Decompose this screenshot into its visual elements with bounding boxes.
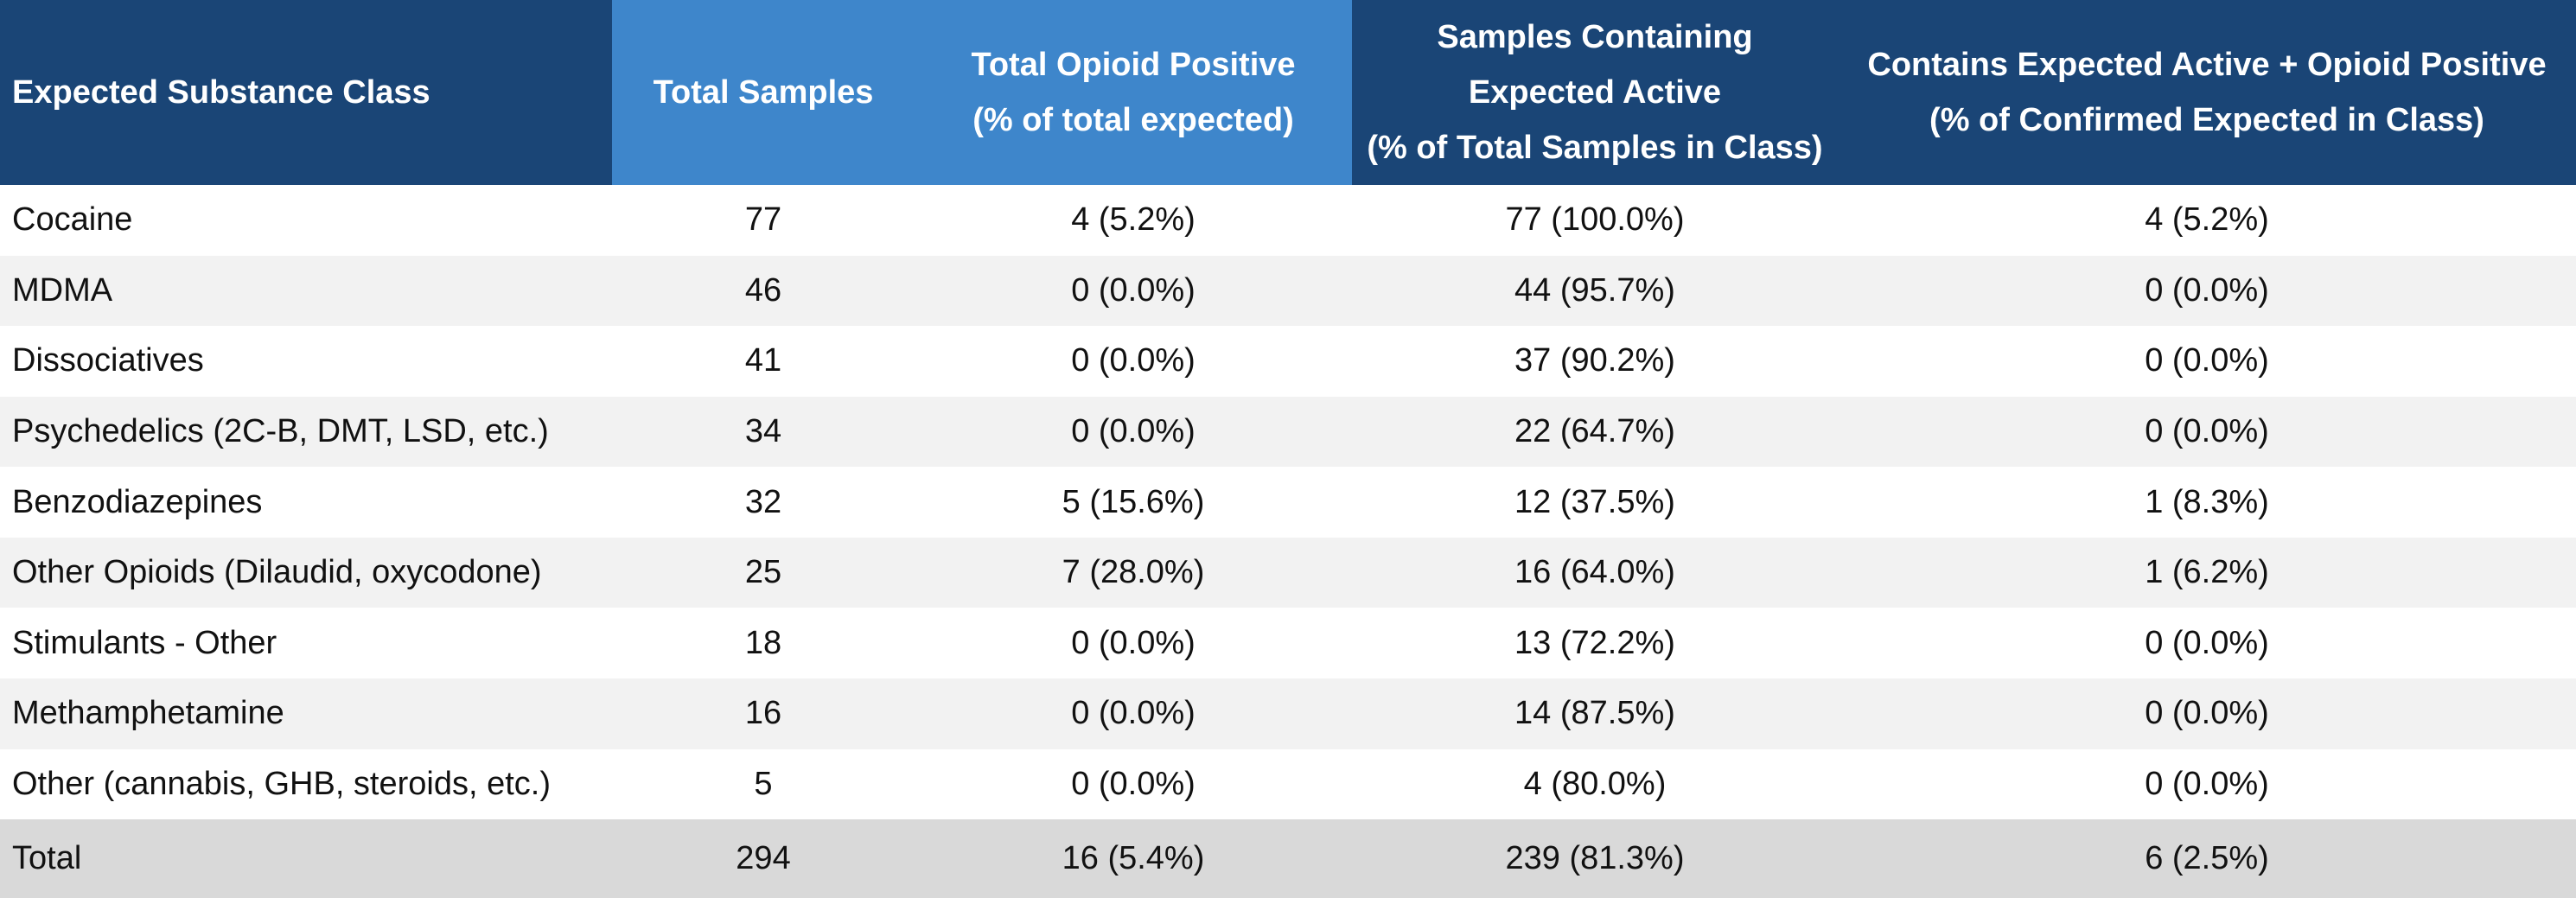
cell-opioid: 0 (0.0%) [915, 255, 1352, 327]
total-samples: 294 [612, 819, 915, 898]
cell-total: 77 [612, 185, 915, 256]
header-expected-active-line3: (% of Total Samples in Class) [1367, 130, 1823, 166]
header-total-samples: Total Samples [612, 0, 915, 185]
cell-total: 25 [612, 537, 915, 608]
cell-class: Methamphetamine [0, 678, 612, 749]
cell-expected: 4 (80.0%) [1352, 748, 1838, 820]
header-substance-class: Expected Substance Class [0, 0, 612, 185]
cell-opioid: 0 (0.0%) [915, 678, 1352, 749]
cell-expected: 13 (72.2%) [1352, 608, 1838, 679]
cell-opioid: 4 (5.2%) [915, 185, 1352, 256]
cell-class: MDMA [0, 255, 612, 327]
cell-both: 0 (0.0%) [1838, 255, 2576, 327]
header-expected-active-line2: Expected Active [1468, 74, 1722, 111]
header-expected-and-opioid: Contains Expected Active + Opioid Positi… [1838, 0, 2576, 185]
cell-opioid: 7 (28.0%) [915, 537, 1352, 608]
table-row: Benzodiazepines 32 5 (15.6%) 12 (37.5%) … [0, 467, 2576, 538]
cell-both: 1 (8.3%) [1838, 467, 2576, 538]
table-row: Other (cannabis, GHB, steroids, etc.) 5 … [0, 748, 2576, 820]
total-row: Total 294 16 (5.4%) 239 (81.3%) 6 (2.5%) [0, 819, 2576, 898]
header-opioid-positive-line1: Total Opioid Positive [971, 47, 1296, 83]
cell-total: 16 [612, 678, 915, 749]
cell-expected: 77 (100.0%) [1352, 185, 1838, 256]
cell-class: Dissociatives [0, 326, 612, 397]
table-row: MDMA 46 0 (0.0%) 44 (95.7%) 0 (0.0%) [0, 255, 2576, 327]
cell-total: 46 [612, 255, 915, 327]
total-opioid: 16 (5.4%) [915, 819, 1352, 898]
cell-total: 18 [612, 608, 915, 679]
table-row: Methamphetamine 16 0 (0.0%) 14 (87.5%) 0… [0, 678, 2576, 749]
total-expected: 239 (81.3%) [1352, 819, 1838, 898]
header-expected-and-opioid-line2: (% of Confirmed Expected in Class) [1929, 102, 2484, 138]
cell-expected: 16 (64.0%) [1352, 537, 1838, 608]
total-label: Total [0, 819, 612, 898]
cell-both: 4 (5.2%) [1838, 185, 2576, 256]
cell-opioid: 0 (0.0%) [915, 608, 1352, 679]
cell-expected: 12 (37.5%) [1352, 467, 1838, 538]
table-row: Dissociatives 41 0 (0.0%) 37 (90.2%) 0 (… [0, 326, 2576, 397]
cell-opioid: 0 (0.0%) [915, 748, 1352, 820]
cell-total: 34 [612, 396, 915, 468]
cell-both: 0 (0.0%) [1838, 678, 2576, 749]
cell-both: 0 (0.0%) [1838, 396, 2576, 468]
cell-both: 0 (0.0%) [1838, 608, 2576, 679]
cell-total: 41 [612, 326, 915, 397]
cell-expected: 44 (95.7%) [1352, 255, 1838, 327]
cell-expected: 14 (87.5%) [1352, 678, 1838, 749]
header-expected-and-opioid-line1: Contains Expected Active + Opioid Positi… [1867, 47, 2547, 83]
table-row: Cocaine 77 4 (5.2%) 77 (100.0%) 4 (5.2%) [0, 185, 2576, 256]
table-row: Stimulants - Other 18 0 (0.0%) 13 (72.2%… [0, 608, 2576, 679]
table-row: Other Opioids (Dilaudid, oxycodone) 25 7… [0, 537, 2576, 608]
cell-class: Other (cannabis, GHB, steroids, etc.) [0, 748, 612, 820]
cell-expected: 37 (90.2%) [1352, 326, 1838, 397]
cell-both: 1 (6.2%) [1838, 537, 2576, 608]
cell-class: Cocaine [0, 185, 612, 256]
header-opioid-positive: Total Opioid Positive (% of total expect… [915, 0, 1352, 185]
header-row: Expected Substance Class Total Samples T… [0, 0, 2576, 185]
cell-both: 0 (0.0%) [1838, 326, 2576, 397]
header-opioid-positive-line2: (% of total expected) [972, 102, 1294, 138]
cell-expected: 22 (64.7%) [1352, 396, 1838, 468]
header-expected-active: Samples Containing Expected Active (% of… [1352, 0, 1838, 185]
total-both: 6 (2.5%) [1838, 819, 2576, 898]
cell-total: 32 [612, 467, 915, 538]
cell-both: 0 (0.0%) [1838, 748, 2576, 820]
cell-total: 5 [612, 748, 915, 820]
cell-opioid: 0 (0.0%) [915, 396, 1352, 468]
table-header: Expected Substance Class Total Samples T… [0, 0, 2576, 185]
cell-class: Other Opioids (Dilaudid, oxycodone) [0, 537, 612, 608]
table-row: Psychedelics (2C-B, DMT, LSD, etc.) 34 0… [0, 396, 2576, 468]
cell-class: Stimulants - Other [0, 608, 612, 679]
cell-class: Benzodiazepines [0, 467, 612, 538]
table-body: Cocaine 77 4 (5.2%) 77 (100.0%) 4 (5.2%)… [0, 185, 2576, 898]
cell-class: Psychedelics (2C-B, DMT, LSD, etc.) [0, 396, 612, 468]
header-expected-active-line1: Samples Containing [1437, 19, 1753, 55]
cell-opioid: 0 (0.0%) [915, 326, 1352, 397]
cell-opioid: 5 (15.6%) [915, 467, 1352, 538]
